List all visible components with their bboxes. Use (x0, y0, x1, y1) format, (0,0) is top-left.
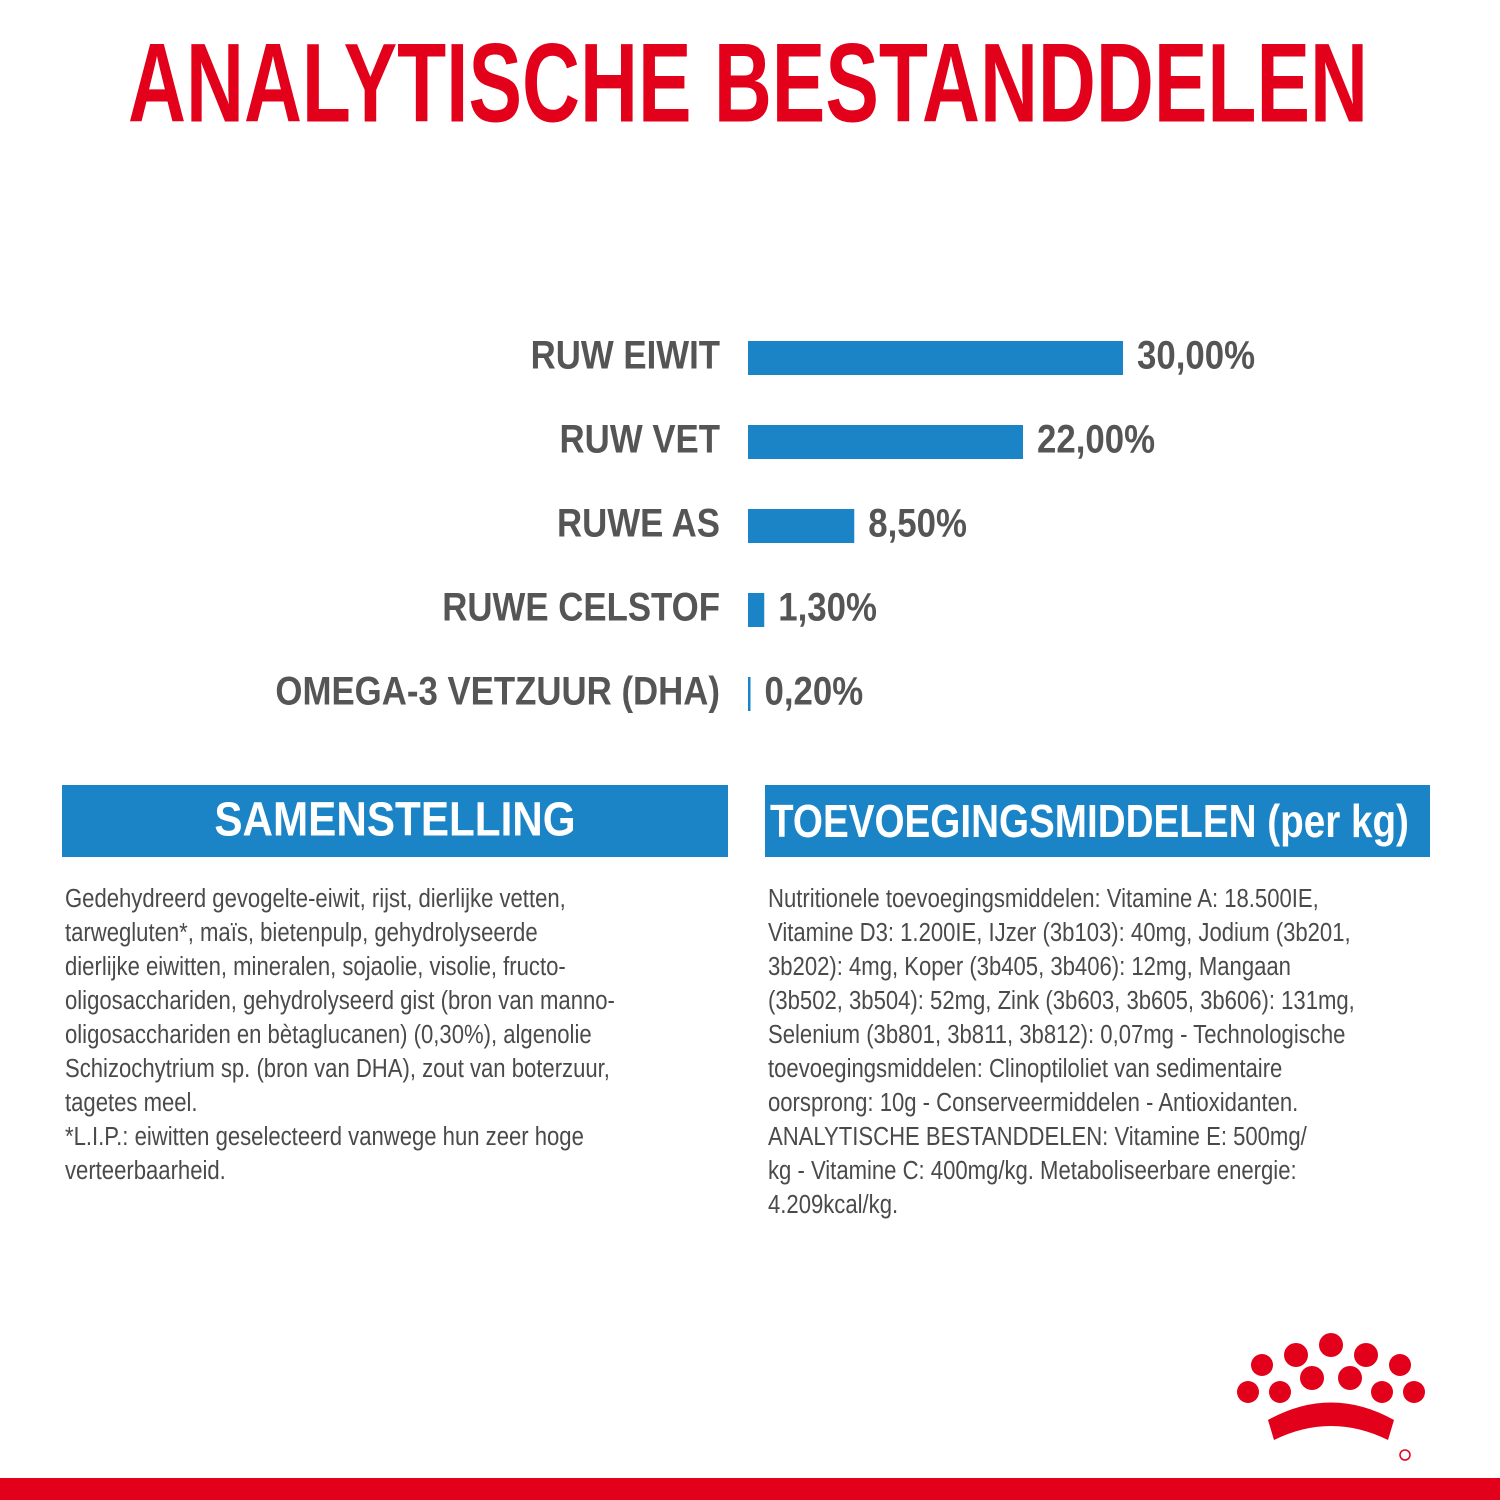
text-line-group: Gedehydreerd gevogelte-eiwit, rijst, die… (65, 884, 566, 913)
body-text: oligosacchariden, gehydrolyseerd gist (b… (65, 986, 615, 1015)
body-text: toevoegingsmiddelen: Clinoptiloliet van … (768, 1054, 1282, 1083)
text-line-group: verteerbaarheid. (65, 1156, 226, 1185)
bar (748, 593, 765, 627)
value-label: 0,20% (765, 668, 864, 713)
text-line-group: dierlijke eiwitten, mineralen, sojaolie,… (65, 952, 566, 981)
text-line-group: Vitamine D3: 1.200IE, IJzer (3b103): 40m… (768, 918, 1351, 947)
value-label: 22,00% (1037, 416, 1155, 461)
text-line-group: Selenium (3b801, 3b811, 3b812): 0,07mg -… (768, 1020, 1345, 1049)
body-text: verteerbaarheid. (65, 1156, 226, 1185)
body-text: Selenium (3b801, 3b811, 3b812): 0,07mg -… (768, 1020, 1345, 1049)
category-label: RUWE CELSTOF (442, 584, 720, 629)
value-group: 8,50% (868, 500, 967, 545)
category-label: OMEGA-3 VETZUUR (DHA) (275, 668, 720, 713)
header-box (62, 785, 728, 857)
body-text: Schizochytrium sp. (bron van DHA), zout … (65, 1054, 610, 1083)
value-group: 0,20% (765, 668, 864, 713)
section-header: TOEVOEGINGSMIDDELEN (per kg) (770, 796, 1409, 847)
category-group: OMEGA-3 VETZUUR (DHA) (275, 668, 720, 713)
value-label: 1,30% (778, 584, 877, 629)
body-text: Nutritionele toevoegingsmiddelen: Vitami… (768, 884, 1319, 913)
text-line-group: tagetes meel. (65, 1088, 198, 1117)
text-line-group: *L.I.P.: eiwitten geselecteerd vanwege h… (65, 1122, 584, 1151)
value-label: 8,50% (868, 500, 967, 545)
value-label: 30,00% (1137, 332, 1255, 377)
body-text: ANALYTISCHE BESTANDDELEN: Vitamine E: 50… (768, 1122, 1307, 1151)
text-line-group: 4.209kcal/kg. (768, 1190, 898, 1219)
body-text: oligosacchariden en bètaglucanen) (0,30%… (65, 1020, 592, 1049)
text-line-group: Schizochytrium sp. (bron van DHA), zout … (65, 1054, 610, 1083)
bar (748, 425, 1023, 459)
text-line-group: 3b202): 4mg, Koper (3b405, 3b406): 12mg,… (768, 952, 1291, 981)
category-label: RUWE AS (557, 500, 720, 545)
body-text: 3b202): 4mg, Koper (3b405, 3b406): 12mg,… (768, 952, 1291, 981)
body-text: dierlijke eiwitten, mineralen, sojaolie,… (65, 952, 566, 981)
footer-stripe (0, 1478, 1500, 1500)
text-line-group: oligosacchariden en bètaglucanen) (0,30%… (65, 1020, 592, 1049)
bar (748, 509, 855, 543)
body-text: tarwegluten*, maïs, bietenpulp, gehydrol… (65, 918, 538, 947)
bar (748, 341, 1123, 375)
body-text: Gedehydreerd gevogelte-eiwit, rijst, die… (65, 884, 566, 913)
text-line-group: (3b502, 3b504): 52mg, Zink (3b603, 3b605… (768, 986, 1355, 1015)
header-box (765, 785, 1430, 857)
body-text: *L.I.P.: eiwitten geselecteerd vanwege h… (65, 1122, 584, 1151)
section-header: SAMENSTELLING (214, 792, 575, 846)
body-text: oorsprong: 10g - Conserveermiddelen - An… (768, 1088, 1298, 1117)
category-label: RUW EIWIT (531, 332, 720, 377)
category-group: RUWE CELSTOF (442, 584, 720, 629)
text-line-group: ANALYTISCHE BESTANDDELEN: Vitamine E: 50… (768, 1122, 1307, 1151)
text-line-group: Nutritionele toevoegingsmiddelen: Vitami… (768, 884, 1319, 913)
text-line-group: kg - Vitamine C: 400mg/kg. Metaboliseerb… (768, 1156, 1297, 1185)
text-line-group: tarwegluten*, maïs, bietenpulp, gehydrol… (65, 918, 538, 947)
category-group: RUWE AS (557, 500, 720, 545)
bar (748, 677, 751, 711)
value-group: 22,00% (1037, 416, 1155, 461)
body-text: (3b502, 3b504): 52mg, Zink (3b603, 3b605… (768, 986, 1355, 1015)
text-line-group: oorsprong: 10g - Conserveermiddelen - An… (768, 1088, 1298, 1117)
category-label: RUW VET (560, 416, 721, 461)
category-group: RUW EIWIT (531, 332, 720, 377)
value-group: 1,30% (778, 584, 877, 629)
body-text: kg - Vitamine C: 400mg/kg. Metaboliseerb… (768, 1156, 1297, 1185)
body-text: 4.209kcal/kg. (768, 1190, 898, 1219)
body-text: tagetes meel. (65, 1088, 198, 1117)
value-group: 30,00% (1137, 332, 1255, 377)
text-line-group: oligosacchariden, gehydrolyseerd gist (b… (65, 986, 615, 1015)
text-line-group: toevoegingsmiddelen: Clinoptiloliet van … (768, 1054, 1282, 1083)
chart-title: ANALYTISCHE BESTANDDELEN (128, 21, 1368, 146)
body-text: Vitamine D3: 1.200IE, IJzer (3b103): 40m… (768, 918, 1351, 947)
logo (1237, 1333, 1425, 1461)
category-group: RUW VET (560, 416, 721, 461)
